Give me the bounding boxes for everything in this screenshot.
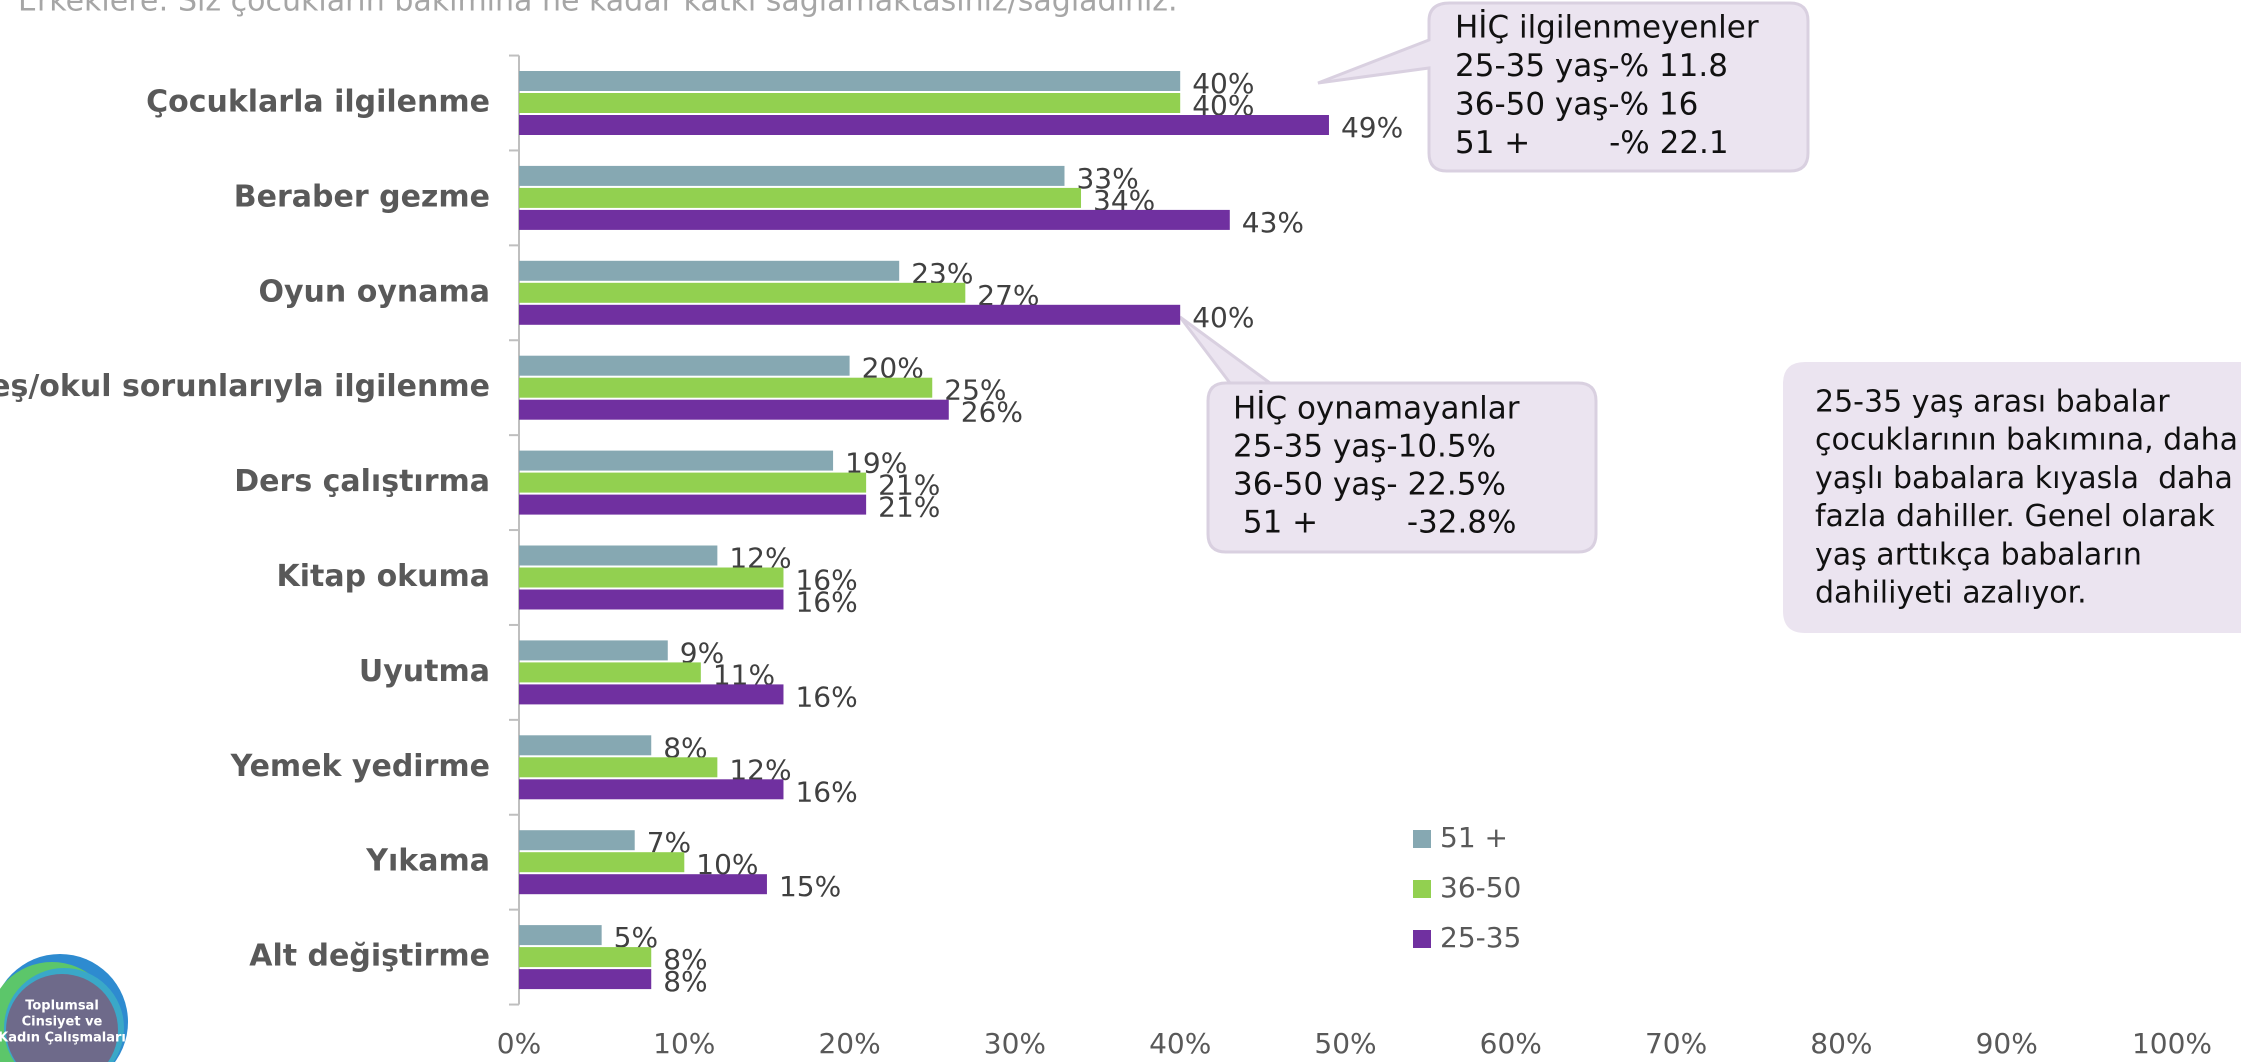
value-label: 33% [1076, 162, 1138, 195]
y-tick-label: Uyutma [359, 654, 490, 689]
bar [519, 684, 784, 705]
value-label: 8% [663, 965, 707, 998]
bar [519, 304, 1181, 325]
x-tick-label: 10% [653, 1027, 715, 1060]
value-label: 49% [1341, 111, 1403, 144]
logo [0, 954, 128, 1062]
annotation-text: yaşlı babalara kıyasla daha [1815, 461, 2233, 496]
x-tick-label: 30% [984, 1027, 1046, 1060]
x-tick-label: 90% [1976, 1027, 2038, 1060]
bar [519, 472, 867, 493]
bar [519, 735, 652, 756]
note-box [1783, 362, 2241, 633]
annotation-text: 36-50 yaş-% 16 [1455, 87, 1698, 123]
logo-text: Kadın Çalışmaları [0, 1031, 126, 1046]
value-label: 8% [663, 943, 707, 976]
legend-label: 51 + [1440, 821, 1508, 854]
bar [519, 355, 850, 376]
annotation-text: HİÇ oynamayanlar [1233, 391, 1520, 427]
annotation-text: dahiliyeti azalıyor. [1815, 576, 2087, 611]
annotation-text: 36-50 yaş- 22.5% [1233, 467, 1506, 503]
bar [519, 925, 602, 946]
bar [519, 589, 784, 610]
bar [519, 209, 1230, 230]
bar [519, 377, 933, 398]
bar [519, 947, 652, 968]
x-tick-label: 100% [2132, 1027, 2212, 1060]
value-label: 16% [795, 775, 857, 808]
bar [519, 757, 718, 778]
value-label: 40% [1192, 67, 1254, 100]
annotation-text: yaş arttıkça babaların [1815, 537, 2142, 572]
y-tick-label: Kreş/okul sorunlarıyla ilgilenme [0, 369, 490, 404]
bar [519, 969, 652, 990]
y-tick-label: Yemek yedirme [230, 749, 490, 784]
bar [519, 399, 949, 420]
bar [519, 852, 685, 873]
bar [519, 640, 668, 661]
bar [519, 187, 1082, 208]
bar [519, 71, 1181, 91]
legend-swatch [1413, 830, 1431, 848]
bar [519, 662, 701, 683]
bar [519, 874, 767, 895]
y-tick-label: Alt değiştirme [249, 939, 490, 974]
value-label: 21% [878, 469, 940, 502]
y-tick-label: Kitap okuma [277, 559, 490, 594]
bar [519, 830, 635, 851]
legend-label: 36-50 [1440, 871, 1521, 904]
annotation-text: fazla dahiller. Genel olarak [1815, 499, 2215, 534]
annotation-text: 25-35 yaş-10.5% [1233, 429, 1496, 465]
x-tick-label: 60% [1480, 1027, 1542, 1060]
value-label: 15% [779, 870, 841, 903]
bar [519, 567, 784, 588]
callout-box [1178, 315, 1598, 554]
value-label: 16% [795, 586, 857, 619]
y-tick-label: Oyun oynama [259, 274, 491, 309]
legend-label: 25-35 [1440, 921, 1521, 954]
value-label: 43% [1242, 206, 1304, 239]
bar [519, 450, 834, 471]
annotation-text: 25-35 yaş-% 11.8 [1455, 48, 1728, 84]
annotation-text: çocuklarının bakımına, daha [1815, 423, 2238, 458]
bar [519, 494, 867, 515]
x-tick-label: 80% [1810, 1027, 1872, 1060]
value-label: 21% [878, 491, 940, 524]
value-label: 16% [795, 564, 857, 597]
annotation-text: 25-35 yaş arası babalar [1815, 385, 2170, 420]
chart-title: Erkeklere: Siz çocukların bakımına ne ka… [18, 0, 1178, 19]
x-tick-label: 40% [1149, 1027, 1211, 1060]
x-tick-label: 50% [1314, 1027, 1376, 1060]
value-label: 25% [944, 374, 1006, 407]
x-tick-label: 0% [497, 1027, 541, 1060]
bar [519, 115, 1329, 135]
bar [519, 282, 966, 303]
bar [519, 779, 784, 800]
value-label: 40% [1192, 301, 1254, 334]
bar [519, 545, 718, 566]
annotation-text: 51 + -32.8% [1233, 505, 1516, 541]
x-tick-label: 70% [1645, 1027, 1707, 1060]
y-tick-label: Çocuklarla ilgilenme [146, 85, 490, 120]
bar [519, 93, 1181, 113]
callout-box [1317, 1, 1810, 173]
annotation-text: 51 + -% 22.1 [1455, 125, 1729, 161]
value-label: 26% [961, 396, 1023, 429]
bar [519, 165, 1065, 186]
logo-text: Cinsiyet ve [22, 1015, 103, 1030]
value-label: 16% [795, 680, 857, 713]
y-tick-label: Yıkama [365, 844, 490, 879]
logo-text: Toplumsal [25, 999, 99, 1014]
legend-swatch [1413, 880, 1431, 898]
legend-swatch [1413, 930, 1431, 948]
annotation-text: HİÇ ilgilenmeyenler [1455, 10, 1759, 46]
bar [519, 260, 900, 281]
x-tick-label: 20% [818, 1027, 880, 1060]
y-tick-label: Ders çalıştırma [234, 464, 490, 499]
y-tick-label: Beraber gezme [234, 179, 490, 214]
